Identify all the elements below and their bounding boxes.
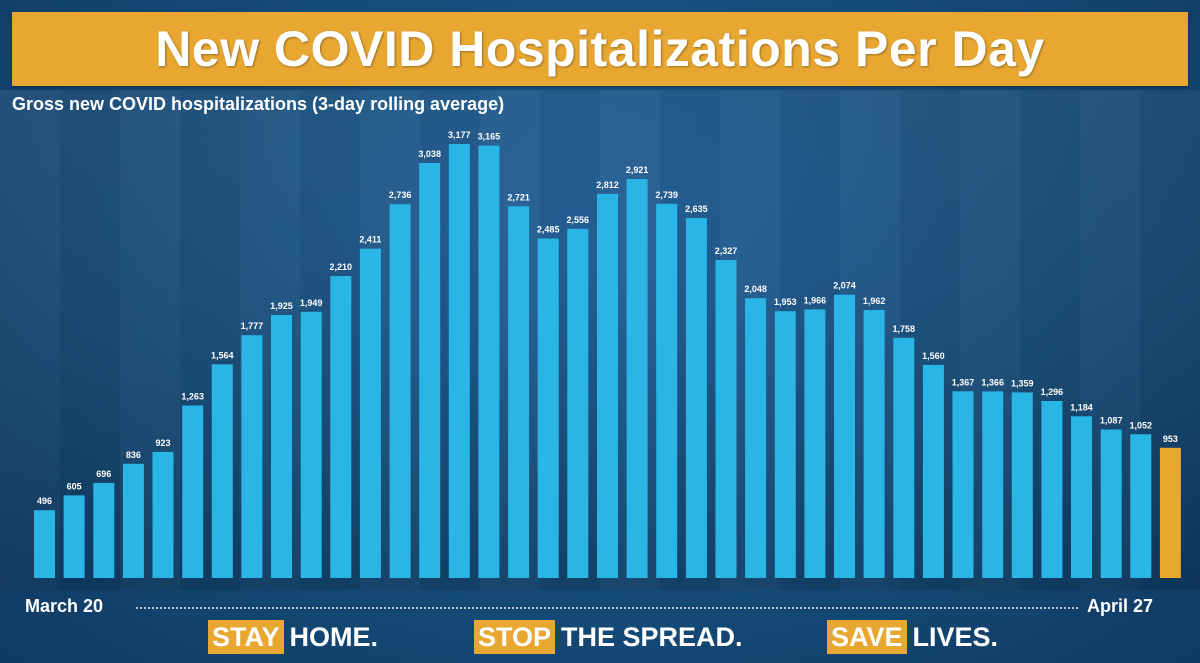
bar <box>1071 416 1092 578</box>
chart-title: New COVID Hospitalizations Per Day <box>155 21 1045 77</box>
bar-value-label: 2,721 <box>507 192 530 202</box>
bar-value-label: 953 <box>1163 434 1178 444</box>
bar <box>834 294 855 578</box>
bar-value-label: 1,966 <box>804 295 827 305</box>
bar <box>122 463 144 578</box>
bar <box>922 364 944 578</box>
bar-value-label: 3,038 <box>418 149 441 159</box>
bar <box>774 311 796 578</box>
bar-value-label: 2,556 <box>567 215 590 225</box>
bar <box>300 311 322 578</box>
bar <box>152 451 174 578</box>
bar-value-label: 1,359 <box>1011 378 1034 388</box>
bar-value-label: 3,165 <box>478 132 501 142</box>
bar <box>271 315 292 578</box>
bar <box>34 510 55 578</box>
slogan-highlight: STOP <box>474 620 556 654</box>
x-axis-start-label: March 20 <box>25 596 104 616</box>
bar-value-label: 2,074 <box>833 281 856 291</box>
x-axis-end-label: April 27 <box>1087 596 1154 616</box>
bar <box>1100 429 1122 578</box>
bar-value-label: 2,635 <box>685 204 708 214</box>
bar <box>1130 434 1152 578</box>
bar-value-label: 2,736 <box>389 190 412 200</box>
slogan-stop-the-spread: STOP THE SPREAD. <box>474 620 743 654</box>
bar-value-label: 1,263 <box>181 392 204 402</box>
bar <box>389 204 411 578</box>
bar <box>241 335 263 578</box>
bar <box>478 145 500 578</box>
bar-value-label: 696 <box>96 469 111 479</box>
bar <box>597 193 618 578</box>
bar <box>182 405 204 578</box>
bar-value-label: 2,411 <box>359 235 381 245</box>
bar <box>330 276 352 578</box>
bar-value-label: 1,962 <box>863 296 886 306</box>
bar <box>93 482 115 578</box>
slogan-bar: STAY HOME. STOP THE SPREAD. SAVE LIVES. <box>0 620 1200 654</box>
bar <box>685 218 707 578</box>
bar-value-label: 1,758 <box>893 324 916 334</box>
bar <box>656 203 678 579</box>
bar <box>211 364 233 578</box>
bar <box>626 179 648 578</box>
bar-value-label: 1,052 <box>1130 420 1153 430</box>
bar <box>1041 401 1063 578</box>
bar-value-label: 2,327 <box>715 246 738 256</box>
bar-value-label: 1,949 <box>300 298 323 308</box>
bar <box>715 260 737 578</box>
bar-highlight <box>1159 447 1181 578</box>
bar-value-label: 2,739 <box>655 190 678 200</box>
bar <box>419 163 441 578</box>
bar-value-label: 836 <box>126 450 141 460</box>
chart-subtitle: Gross new COVID hospitalizations (3-day … <box>12 94 505 114</box>
bar-value-label: 2,210 <box>330 262 353 272</box>
bar-value-label: 1,777 <box>241 321 264 331</box>
bar <box>863 310 885 578</box>
bar-value-label: 923 <box>155 438 170 448</box>
bar <box>359 248 381 578</box>
slogan-stay-home: STAY HOME. <box>208 620 378 654</box>
x-axis-dotted-line <box>136 607 1078 609</box>
title-banner: New COVID Hospitalizations Per Day <box>12 12 1188 86</box>
bar <box>745 298 767 578</box>
bar <box>1011 392 1033 578</box>
bar <box>63 495 85 578</box>
bar-value-label: 1,184 <box>1070 402 1093 412</box>
slogan-highlight: SAVE <box>827 620 907 654</box>
bar <box>567 228 589 579</box>
slogan-text: LIVES. <box>912 622 999 652</box>
slogan-save-lives: SAVE LIVES. <box>827 620 998 654</box>
bar <box>508 206 530 579</box>
bar-value-label: 496 <box>37 496 52 506</box>
slogan-text: HOME. <box>289 622 379 652</box>
bar-value-label: 1,953 <box>774 297 797 307</box>
bar-value-label: 1,560 <box>922 351 945 361</box>
bar <box>893 337 915 578</box>
bar-value-label: 1,087 <box>1100 416 1123 426</box>
bar-value-label: 1,296 <box>1041 387 1064 397</box>
bar-value-label: 2,921 <box>626 165 649 175</box>
bar-value-label: 2,048 <box>744 284 767 294</box>
bar-value-label: 2,812 <box>596 180 619 190</box>
bar-value-label: 1,925 <box>270 301 293 311</box>
bar <box>537 238 559 578</box>
bar <box>952 391 974 578</box>
bar-value-label: 2,485 <box>537 225 560 235</box>
bar <box>804 309 826 578</box>
bar <box>982 391 1004 578</box>
bar <box>448 144 470 578</box>
bar-value-label: 605 <box>67 481 82 491</box>
bar-value-label: 1,564 <box>211 350 234 360</box>
bar-value-label: 1,366 <box>981 377 1004 387</box>
slogan-highlight: STAY <box>208 620 284 654</box>
bar-value-label: 1,367 <box>952 377 975 387</box>
bar-value-label: 3,177 <box>448 130 471 140</box>
slogan-text: THE SPREAD. <box>561 622 743 652</box>
